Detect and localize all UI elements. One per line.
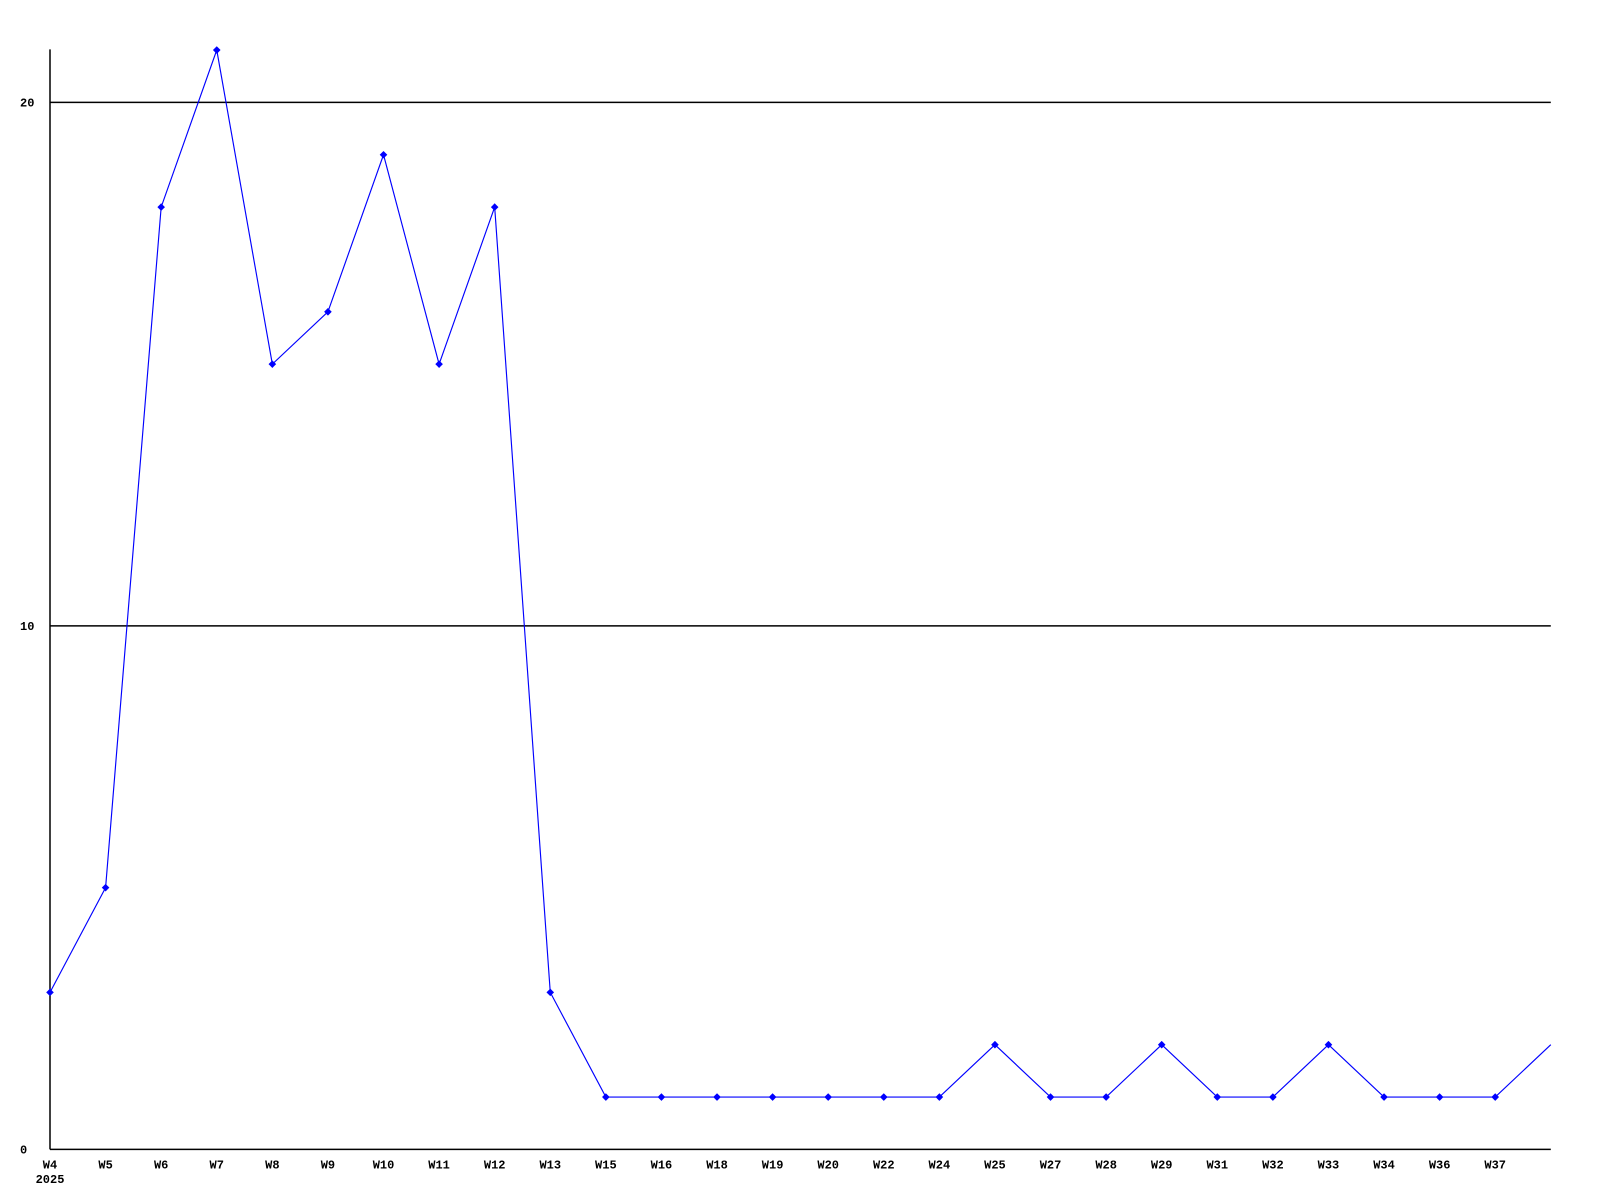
svg-text:W12: W12 — [484, 1158, 506, 1172]
svg-text:W4: W4 — [43, 1158, 57, 1172]
svg-text:W27: W27 — [1040, 1158, 1062, 1172]
svg-text:W29: W29 — [1151, 1158, 1173, 1172]
svg-text:W11: W11 — [428, 1158, 450, 1172]
svg-text:W7: W7 — [210, 1158, 224, 1172]
svg-text:W36: W36 — [1429, 1158, 1451, 1172]
svg-text:W20: W20 — [817, 1158, 839, 1172]
svg-text:W10: W10 — [373, 1158, 395, 1172]
svg-text:W28: W28 — [1095, 1158, 1117, 1172]
svg-text:W32: W32 — [1262, 1158, 1284, 1172]
svg-text:W31: W31 — [1206, 1158, 1228, 1172]
svg-text:W24: W24 — [929, 1158, 951, 1172]
svg-text:W13: W13 — [539, 1158, 561, 1172]
svg-text:W22: W22 — [873, 1158, 895, 1172]
svg-text:W37: W37 — [1484, 1158, 1506, 1172]
svg-text:2025: 2025 — [36, 1173, 65, 1187]
svg-text:W16: W16 — [651, 1158, 673, 1172]
svg-text:W8: W8 — [265, 1158, 279, 1172]
svg-text:W15: W15 — [595, 1158, 617, 1172]
svg-text:W18: W18 — [706, 1158, 728, 1172]
svg-text:20: 20 — [20, 96, 34, 110]
svg-text:W33: W33 — [1318, 1158, 1340, 1172]
svg-text:W34: W34 — [1373, 1158, 1395, 1172]
svg-text:10: 10 — [20, 620, 34, 634]
svg-text:W19: W19 — [762, 1158, 784, 1172]
svg-text:W5: W5 — [98, 1158, 112, 1172]
svg-text:W25: W25 — [984, 1158, 1006, 1172]
svg-text:W9: W9 — [321, 1158, 335, 1172]
svg-text:0: 0 — [20, 1143, 27, 1157]
svg-text:W6: W6 — [154, 1158, 168, 1172]
